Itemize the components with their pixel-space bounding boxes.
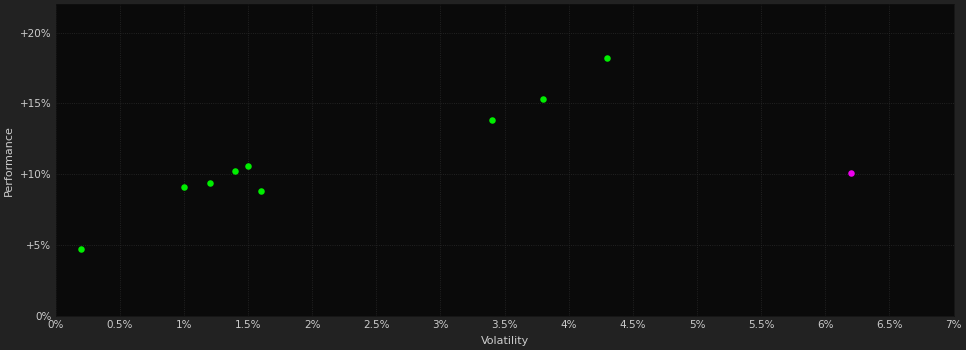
Point xyxy=(600,55,615,61)
Point xyxy=(484,118,499,123)
Point xyxy=(176,184,191,190)
Y-axis label: Performance: Performance xyxy=(4,125,14,196)
X-axis label: Volatility: Volatility xyxy=(480,336,528,346)
Point xyxy=(253,189,269,194)
Point xyxy=(535,96,551,102)
Point xyxy=(73,247,89,252)
Point xyxy=(843,170,859,176)
Point xyxy=(202,180,217,186)
Point xyxy=(241,163,256,169)
Point xyxy=(228,169,243,174)
